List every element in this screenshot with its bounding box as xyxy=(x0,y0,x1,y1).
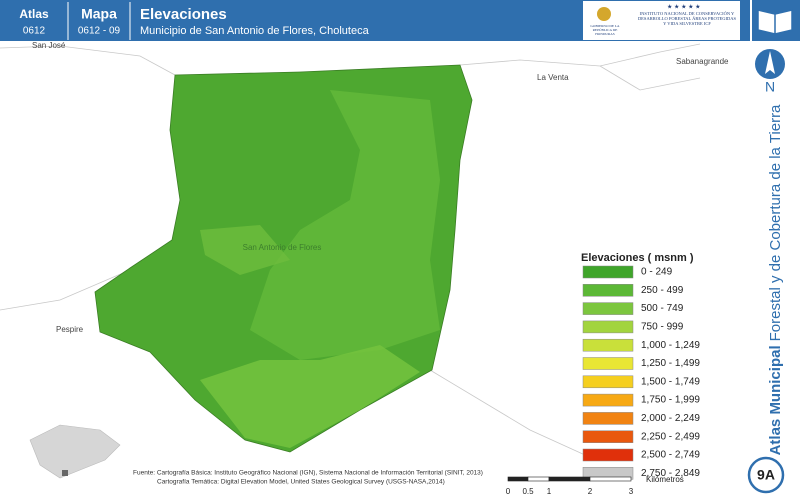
legend-swatch xyxy=(582,338,634,352)
scale-label: 1 xyxy=(547,487,552,496)
legend-label: 750 - 999 xyxy=(641,322,684,333)
legend-swatch xyxy=(582,393,634,407)
legend-label: 1,250 - 1,499 xyxy=(641,358,700,369)
scale-unit: Kilómetros xyxy=(646,475,684,484)
legend-swatch xyxy=(582,430,634,443)
north-label: N xyxy=(765,79,775,95)
elevation-zone xyxy=(200,225,290,275)
map-subtitle: Municipio de San Antonio de Flores, Chol… xyxy=(140,25,370,37)
scale-bar: 0 0.5 1 2 3 Kilómetros xyxy=(506,475,684,496)
legend-label: 250 - 499 xyxy=(641,285,684,296)
scale-segment xyxy=(589,476,632,482)
legend-label: 2,250 - 2,499 xyxy=(641,431,700,442)
place-label: Sabanagrande xyxy=(676,57,729,66)
legend-swatch xyxy=(582,375,634,389)
badge: 9A xyxy=(757,467,775,483)
map-label: Mapa xyxy=(81,6,117,22)
legend-label: 0 - 249 xyxy=(641,267,673,278)
legend: 0 - 249 250 - 499 500 - 749 750 - 999 1,000 … xyxy=(582,265,700,480)
map-title: Elevaciones xyxy=(140,6,227,23)
logo-emblem xyxy=(597,7,611,21)
elevation-zone xyxy=(200,345,420,448)
scale-label: 0 xyxy=(506,487,511,496)
scale-segment xyxy=(548,476,591,482)
atlas-code: 0612 xyxy=(23,26,46,37)
place-label: La Venta xyxy=(537,73,569,82)
scale-label: 0.5 xyxy=(522,487,534,496)
boundaries xyxy=(0,43,701,456)
inset-location xyxy=(62,470,68,476)
scale-label: 2 xyxy=(588,487,593,496)
legend-label: 1,500 - 1,749 xyxy=(641,376,700,387)
legend-swatch xyxy=(582,357,634,370)
legend-label: 1,000 - 1,249 xyxy=(641,340,700,351)
logo-left-text: GOBIERNO DE LA REPÚBLICA DE HONDURAS xyxy=(590,24,620,36)
legend-swatch xyxy=(582,320,634,334)
legend-label: 1,750 - 1,999 xyxy=(641,395,700,406)
badge-circle xyxy=(747,456,785,494)
town-label: San Antonio de Flores xyxy=(243,243,322,252)
inset-map xyxy=(29,424,121,479)
scale-segment xyxy=(507,476,529,482)
legend-label: 2,000 - 2,249 xyxy=(641,413,700,424)
legend-title: Elevaciones ( msnm ) xyxy=(581,252,694,264)
logo-right-text: INSTITUTO NACIONAL DE CONSERVACIÓN Y DES… xyxy=(637,11,737,26)
logo-left: GOBIERNO DE LA REPÚBLICA DE HONDURAS xyxy=(590,24,620,36)
legend-label: 2,500 - 2,749 xyxy=(641,450,700,461)
book-icon xyxy=(757,9,793,35)
logo-box xyxy=(583,1,740,40)
legend-swatch xyxy=(582,412,634,425)
source-line: Fuente: Cartografía Básica: Instituto Ge… xyxy=(133,470,483,477)
legend-swatch xyxy=(582,302,634,315)
legend-swatch xyxy=(582,284,634,297)
legend-swatch xyxy=(582,448,634,462)
logo-stars: ★ ★ ★ ★ ★ xyxy=(667,4,701,11)
scale-label: 3 xyxy=(629,487,634,496)
legend-swatch xyxy=(582,265,634,279)
scale-segment xyxy=(527,476,550,482)
logo-right: INSTITUTO NACIONAL DE CONSERVACIÓN Y DES… xyxy=(637,11,737,26)
map-code: 0612 - 09 xyxy=(78,26,121,37)
north-arrow xyxy=(765,51,775,74)
place-label: San José xyxy=(32,41,66,50)
atlas-label: Atlas xyxy=(19,7,49,21)
legend-label: 2,750 - 2,849 xyxy=(641,468,700,479)
side-title-bold: Atlas Municipal xyxy=(767,345,784,455)
elevation-zone xyxy=(250,90,440,360)
side-title: Atlas Municipal Forestal y de Cobertura d… xyxy=(767,104,784,455)
place-label: Pespire xyxy=(56,325,84,334)
side-title-rest: Forestal y de Cobertura de la Tierra xyxy=(767,104,784,341)
legend-label: 500 - 749 xyxy=(641,303,684,314)
source-line: Cartografía Temática: Digital Elevation … xyxy=(157,479,445,486)
